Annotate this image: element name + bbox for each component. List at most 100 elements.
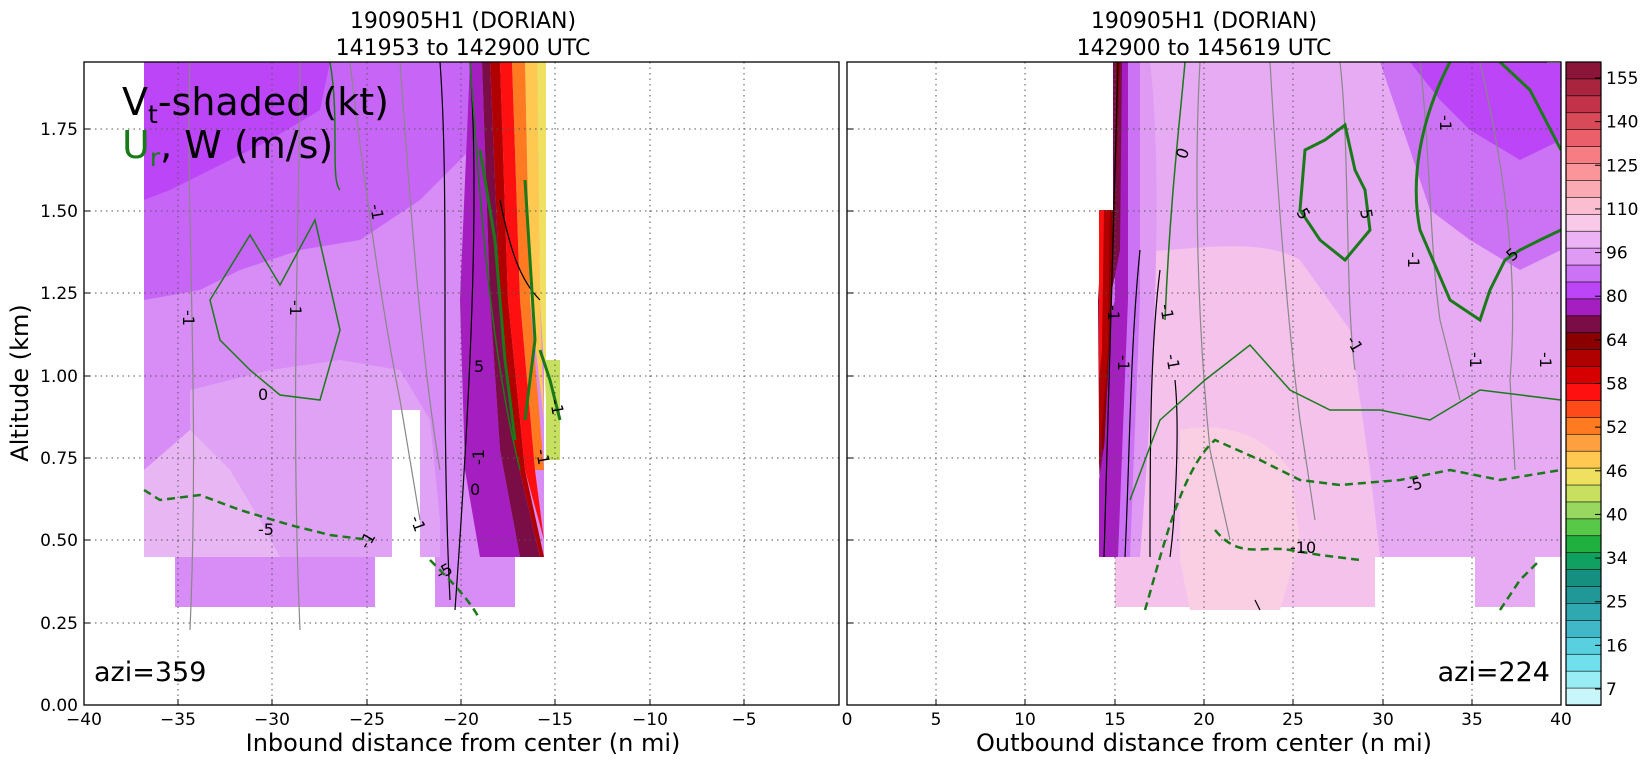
colorbar-tick-label: 16 <box>1606 636 1628 656</box>
colorbar-tick-labels: 155 140 125 110 96 80 64 58 52 46 40 34 25 16 7 <box>1595 69 1638 700</box>
x-tick-label: −10 <box>632 710 668 730</box>
x-tick-label: −15 <box>537 710 573 730</box>
contour-label: -1 <box>366 202 387 221</box>
left-vt-shading <box>144 62 560 610</box>
contour-label: -1 <box>469 449 488 465</box>
colorbar-swatch <box>1565 433 1602 452</box>
left-azimuth-label: azi=359 <box>94 657 206 688</box>
colorbar-swatch <box>1565 687 1602 706</box>
colorbar-swatch <box>1565 501 1602 520</box>
right-xtick-labels: 0 5 10 15 20 25 30 35 40 <box>842 710 1572 730</box>
colorbar: 155 140 125 110 96 80 64 58 52 46 40 34 25 16 7 <box>1565 61 1638 706</box>
colorbar-swatch <box>1565 298 1602 317</box>
left-panel-title-line1: 190905H1 (DORIAN) <box>350 9 576 34</box>
colorbar-swatch <box>1565 213 1602 233</box>
colorbar-tick-label: 110 <box>1606 200 1638 220</box>
colorbar-tick-label: 52 <box>1606 418 1628 438</box>
x-tick-label: −20 <box>443 710 479 730</box>
colorbar-swatch <box>1565 620 1602 639</box>
contour-label: 0 <box>470 480 480 499</box>
x-tick-label: 15 <box>1104 710 1126 730</box>
colorbar-tick-label: 64 <box>1606 331 1628 351</box>
contour-label: -1 <box>1156 302 1177 321</box>
y-tick-label: 1.75 <box>40 120 78 140</box>
right-contours <box>1103 62 1561 611</box>
right-grid <box>847 62 1561 705</box>
contour-label: -5 <box>258 520 274 539</box>
legend-ur-w: Ur, W (m/s) <box>122 123 333 172</box>
colorbar-swatch <box>1565 366 1602 385</box>
x-tick-label: 10 <box>1014 710 1036 730</box>
colorbar-swatch <box>1565 417 1602 436</box>
left-xtick-labels: −40 −35 −30 −25 −20 −15 −10 −5 <box>66 710 756 730</box>
colorbar-swatch <box>1565 484 1602 503</box>
colorbar-swatch <box>1565 146 1602 165</box>
colorbar-tick-label: 40 <box>1606 505 1628 525</box>
right-panel-title-line1: 190905H1 (DORIAN) <box>1091 9 1317 34</box>
left-ticks <box>83 128 745 706</box>
colorbar-swatch <box>1565 264 1602 283</box>
contour-label: -1 <box>1436 115 1455 131</box>
colorbar-swatch <box>1565 129 1602 148</box>
colorbar-swatch <box>1565 197 1602 216</box>
colorbar-swatch <box>1565 450 1602 469</box>
colorbar-swatch <box>1565 281 1602 300</box>
legend-vt: Vt-shaded (kt) <box>122 80 389 129</box>
colorbar-tick-label: 7 <box>1606 680 1617 700</box>
right-azimuth-label: azi=224 <box>1438 657 1550 688</box>
colorbar-swatch <box>1565 180 1602 199</box>
colorbar-swatch <box>1565 603 1602 622</box>
x-tick-label: 35 <box>1461 710 1483 730</box>
colorbar-swatch <box>1565 95 1602 114</box>
left-contours <box>143 62 562 631</box>
colorbar-tick-label: 80 <box>1606 287 1628 307</box>
colorbar-tick-label: 96 <box>1606 244 1628 264</box>
left-panel: -1 -1 -1 -1 -1 -1 0 0 5 -5 -5 -1 -1 <box>6 9 840 757</box>
y-axis-label: Altitude (km) <box>6 304 34 461</box>
contour-label: -1 <box>1466 352 1485 368</box>
contour-label: -1 <box>1536 352 1555 368</box>
contour-label: 5 <box>474 357 484 376</box>
colorbar-swatch <box>1565 383 1602 402</box>
colorbar-tick-label: 140 <box>1606 113 1638 133</box>
y-tick-label: 0.00 <box>40 696 78 716</box>
colorbar-tick-label: 46 <box>1606 462 1628 482</box>
colorbar-swatch <box>1565 569 1602 588</box>
y-tick-label: 1.00 <box>40 367 78 387</box>
contour-label: -1 <box>286 300 305 316</box>
colorbar-swatch <box>1565 78 1602 97</box>
colorbar-swatch <box>1565 653 1602 672</box>
colorbar-swatch <box>1565 230 1602 249</box>
x-tick-label: 40 <box>1550 710 1572 730</box>
right-panel-title-line2: 142900 to 145619 UTC <box>1077 36 1332 61</box>
x-tick-label: −5 <box>731 710 756 730</box>
contour-label: -1 <box>1114 355 1133 371</box>
contour-label: -1 <box>1162 352 1183 371</box>
colorbar-swatch <box>1565 400 1602 419</box>
colorbar-tick-label: 34 <box>1606 549 1628 569</box>
x-tick-label: −40 <box>66 710 102 730</box>
colorbar-tick-label: 125 <box>1606 156 1638 176</box>
colorbar-swatch <box>1565 332 1602 351</box>
contour-label: -5 <box>1404 473 1424 495</box>
colorbar-swatch <box>1565 670 1602 689</box>
left-panel-title-line2: 141953 to 142900 UTC <box>336 36 591 61</box>
left-contour-labels: -1 -1 -1 -1 -1 -1 0 0 5 -5 -5 -1 -1 <box>179 202 568 583</box>
colorbar-swatch <box>1565 637 1602 656</box>
x-tick-label: 0 <box>842 710 853 730</box>
right-panel: 0 -1 -1 -1 -1 -1 -1 -1 -1 5 5 5 -5 -10 -… <box>842 9 1572 757</box>
colorbar-tick-label: 58 <box>1606 375 1628 395</box>
colorbar-tick-label: 155 <box>1606 69 1638 89</box>
y-tick-label: 0.75 <box>40 449 78 469</box>
contour-label: -1 <box>1404 252 1423 268</box>
contour-label: 0 <box>258 385 268 404</box>
contour-label: -10 <box>1290 538 1316 557</box>
colorbar-swatch <box>1565 315 1602 334</box>
contour-label: -1 <box>1104 305 1123 321</box>
colorbar-tick-label: 25 <box>1606 593 1628 613</box>
left-ytick-labels: 0.00 0.25 0.50 0.75 1.00 1.25 1.50 1.75 <box>40 120 78 716</box>
x-tick-label: 25 <box>1282 710 1304 730</box>
contour-label: 5 <box>1356 207 1376 220</box>
right-x-axis-label: Outbound distance from center (n mi) <box>976 729 1432 757</box>
